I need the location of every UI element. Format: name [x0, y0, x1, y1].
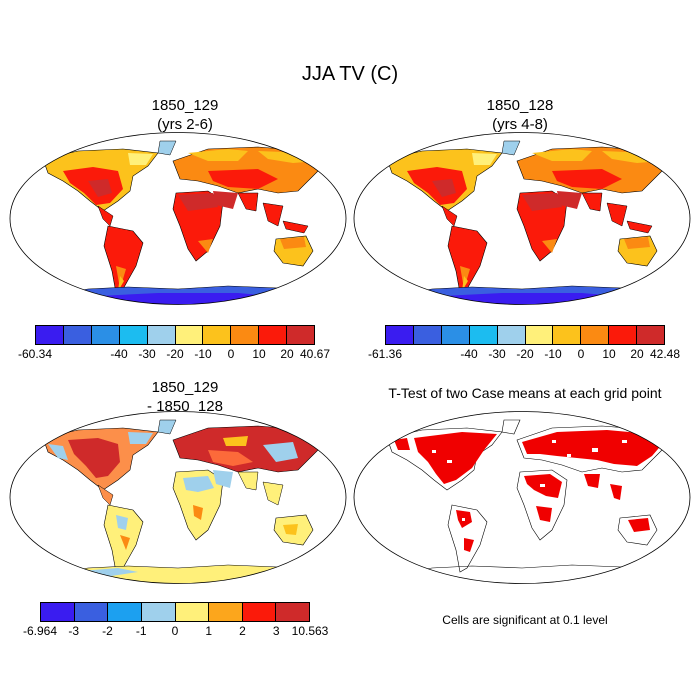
colorbar-swatch — [41, 603, 74, 621]
colorbar-tick-label: 10 — [252, 347, 266, 361]
colorbar-swatch — [208, 603, 242, 621]
colorbar-tick-label: 10 — [602, 347, 616, 361]
panel-3-title-line1: 1850_129 — [151, 379, 219, 396]
significance-note: Cells are significant at 0.1 level — [442, 613, 608, 627]
colorbar-swatch — [496, 326, 525, 344]
figure-title: JJA TV (C) — [301, 63, 399, 85]
colorbar-tick-label: -30 — [138, 347, 156, 361]
colorbar-swatch — [107, 603, 141, 621]
colorbar-swatch — [62, 326, 91, 344]
colorbar-labels-panel-1: -60.34 -40 -30 -20 -10 0 10 20 40.67 — [18, 347, 330, 363]
colorbar-tick-label: -30 — [488, 347, 506, 361]
colorbar-tick-label: 20 — [280, 347, 294, 361]
colorbar-tick-label: -6.964 — [22, 624, 58, 638]
colorbar-tick-label: 1 — [205, 624, 213, 638]
panel-3-title: 1850_129 - 1850_128 — [85, 378, 285, 416]
colorbar-tick-label: -20 — [166, 347, 184, 361]
colorbar-swatch — [412, 326, 441, 344]
colorbar-tick-label: -40 — [110, 347, 128, 361]
colorbar-tick-label: 0 — [227, 347, 235, 361]
colorbar-swatch — [202, 326, 231, 344]
colorbar-swatch — [73, 603, 108, 621]
colorbar-tick-label: 42.48 — [649, 347, 681, 361]
colorbar-swatch — [230, 326, 259, 344]
colorbar-swatch — [286, 326, 315, 344]
colorbar-swatch — [608, 326, 637, 344]
colorbar-tick-label: -3 — [68, 624, 80, 638]
colorbar-swatch — [90, 326, 119, 344]
panel-2-title-line2: (yrs 4-8) — [492, 116, 548, 133]
map-panel-2 — [352, 131, 692, 306]
map-panel-1 — [8, 131, 348, 306]
colorbar-swatch — [140, 603, 175, 621]
colorbar-panel-1 — [35, 325, 315, 345]
colorbar-swatch — [524, 326, 553, 344]
colorbar-tick-label: -60.34 — [17, 347, 53, 361]
colorbar-tick-label: -2 — [102, 624, 113, 638]
colorbar-tick-label: -10 — [544, 347, 562, 361]
colorbar-swatch — [468, 326, 497, 344]
colorbar-swatch — [440, 326, 469, 344]
colorbar-swatch — [386, 326, 413, 344]
panel-4-title: T-Test of two Case means at each grid po… — [355, 384, 695, 403]
colorbar-swatch — [275, 603, 309, 621]
colorbar-labels-panel-2: -61.36 -40 -30 -20 -10 0 10 20 42.48 — [368, 347, 680, 363]
panel-1-title: 1850_129 (yrs 2-6) — [85, 96, 285, 134]
colorbar-swatch — [146, 326, 175, 344]
panel-4-title-line1: T-Test of two Case means at each grid po… — [388, 385, 662, 401]
colorbar-tick-label: 20 — [630, 347, 644, 361]
map-panel-3 — [9, 411, 347, 584]
colorbar-tick-label: 0 — [171, 624, 179, 638]
panel-2-title: 1850_128 (yrs 4-8) — [420, 96, 620, 134]
colorbar-swatch — [241, 603, 276, 621]
colorbar-panel-3 — [40, 602, 310, 622]
colorbar-swatch — [580, 326, 609, 344]
colorbar-swatch — [636, 326, 665, 344]
colorbar-tick-label: 0 — [577, 347, 585, 361]
colorbar-swatch — [118, 326, 147, 344]
colorbar-tick-label: -20 — [516, 347, 534, 361]
colorbar-swatch — [552, 326, 581, 344]
colorbar-tick-label: 2 — [239, 624, 246, 638]
panel-3-title-line2: - 1850_128 — [147, 398, 223, 415]
panel-2-title-line1: 1850_128 — [486, 97, 554, 114]
panel-1-title-line1: 1850_129 — [151, 97, 219, 114]
colorbar-swatch — [174, 603, 209, 621]
colorbar-swatch — [36, 326, 63, 344]
panel-1-title-line2: (yrs 2-6) — [157, 116, 213, 133]
colorbar-tick-label: -40 — [460, 347, 478, 361]
colorbar-tick-label: -61.36 — [367, 347, 403, 361]
colorbar-swatch — [258, 326, 287, 344]
colorbar-swatch — [174, 326, 203, 344]
colorbar-labels-panel-3: -6.964 -3 -2 -1 0 1 2 3 10.563 — [23, 624, 328, 640]
map-panel-4 — [353, 411, 691, 584]
colorbar-tick-label: -10 — [194, 347, 212, 361]
colorbar-tick-label: 40.67 — [299, 347, 331, 361]
colorbar-tick-label: 10.563 — [291, 624, 329, 638]
colorbar-tick-label: 3 — [272, 624, 280, 638]
colorbar-panel-2 — [385, 325, 665, 345]
colorbar-tick-label: -1 — [135, 624, 147, 638]
